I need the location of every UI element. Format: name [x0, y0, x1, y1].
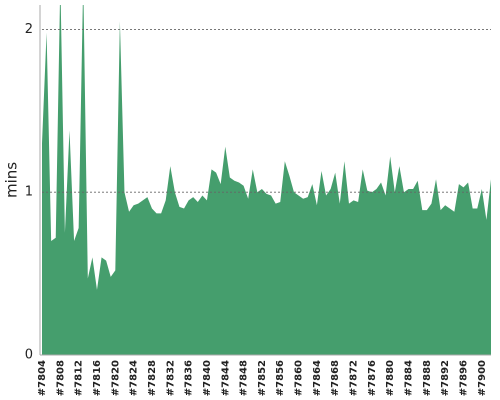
x-tick-label: #7856	[275, 360, 286, 396]
x-tick-label: #7868	[330, 360, 341, 396]
x-tick-label: #7804	[37, 360, 48, 396]
x-tick-label: #7888	[422, 360, 433, 396]
x-tick-label: #7848	[239, 360, 250, 396]
plot	[42, 5, 491, 355]
x-tick-label: #7816	[92, 360, 103, 396]
x-tick-label: #7812	[74, 360, 85, 396]
x-tick-label: #7896	[459, 360, 470, 396]
x-tick-label: #7900	[477, 360, 488, 396]
x-tick-label: #7836	[184, 360, 195, 396]
x-tick-label: #7860	[294, 360, 305, 396]
x-tick-label: #7832	[165, 360, 176, 396]
area	[42, 5, 491, 355]
x-tick-label: #7828	[147, 360, 158, 396]
x-tick-label: #7820	[110, 360, 121, 396]
y-tick-label: 2	[25, 22, 33, 37]
x-tick-label: #7864	[312, 360, 323, 396]
x-tick-label: #7872	[349, 360, 360, 396]
x-tick-label: #7892	[440, 360, 451, 396]
x-tick-label: #7840	[202, 360, 213, 396]
y-tick-label: 1	[25, 185, 33, 200]
x-tick-label: #7844	[220, 360, 231, 396]
x-tick-label: #7884	[404, 360, 415, 396]
x-tick-label: #7808	[55, 360, 66, 396]
x-tick-label: #7876	[367, 360, 378, 396]
x-tick-label: #7824	[129, 360, 140, 396]
x-tick-label: #7880	[385, 360, 396, 396]
y-axis-label: mins	[3, 162, 21, 198]
x-tick-label: #7852	[257, 360, 268, 396]
y-tick-label: 0	[25, 348, 33, 363]
